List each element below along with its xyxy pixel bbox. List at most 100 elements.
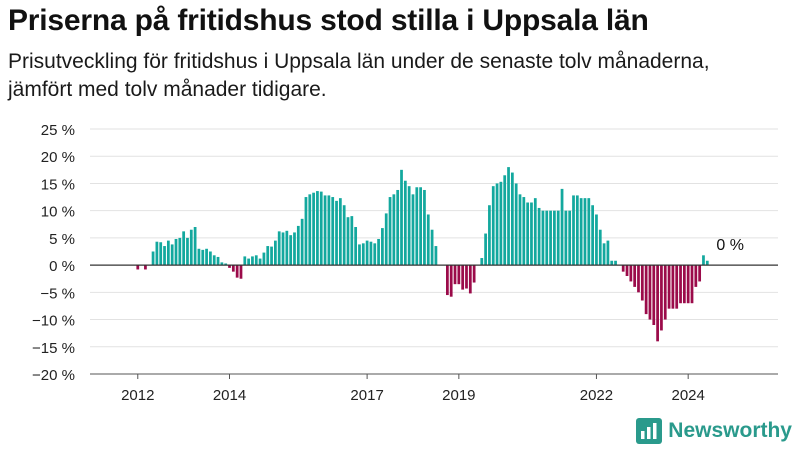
bar	[602, 243, 606, 266]
bar	[392, 194, 396, 266]
bar	[338, 198, 342, 266]
bar	[488, 205, 491, 266]
bar	[495, 183, 499, 266]
y-tick-label: 5 %	[49, 231, 75, 248]
bar	[480, 258, 484, 266]
bar	[484, 233, 487, 266]
bar	[189, 229, 193, 266]
y-axis: −20 % −15 % −10 % −5 % 0 % 5 % 10 % 15 % 20 % 25 …	[32, 122, 75, 384]
bar	[296, 225, 300, 266]
bar	[430, 229, 434, 266]
bar	[197, 248, 201, 266]
bar	[587, 198, 591, 266]
bar	[556, 210, 560, 266]
bar	[358, 244, 361, 266]
brand-name: Newsworthy	[668, 419, 792, 442]
bar	[369, 241, 373, 266]
x-tick-label: 2022	[580, 387, 613, 404]
bar	[667, 265, 671, 309]
bar	[400, 169, 403, 266]
bar	[411, 194, 415, 266]
bar	[457, 265, 461, 285]
x-axis: 2012 2014 2017 2019 2022 2024	[90, 373, 778, 404]
bar	[686, 265, 690, 304]
bar	[499, 181, 503, 266]
bar	[277, 231, 281, 266]
bar	[381, 228, 384, 266]
bar	[522, 197, 526, 266]
bar	[274, 240, 277, 266]
bar	[572, 195, 575, 266]
y-tick-label: 20 %	[41, 149, 75, 166]
bar	[243, 256, 247, 266]
chart-subtitle: Prisutveckling för fritidshus i Uppsala …	[8, 50, 710, 101]
x-tick-label: 2017	[350, 387, 383, 404]
bar	[182, 231, 186, 266]
bar	[388, 197, 392, 266]
bar	[300, 218, 304, 266]
bar	[461, 265, 465, 290]
bar	[675, 265, 679, 309]
bar	[144, 265, 147, 270]
bar	[228, 265, 231, 268]
bar	[518, 194, 522, 266]
bars	[136, 167, 709, 342]
bar	[212, 255, 216, 266]
bar	[606, 240, 610, 266]
bar	[526, 202, 530, 266]
bar	[247, 258, 250, 266]
bar	[610, 260, 614, 266]
bar	[595, 214, 598, 266]
bar	[549, 210, 552, 266]
bar	[598, 229, 602, 266]
bar	[553, 210, 556, 266]
bar	[216, 256, 220, 266]
bar	[361, 243, 365, 266]
bar	[637, 265, 640, 293]
bar	[426, 214, 430, 266]
bar	[507, 167, 510, 266]
bar	[663, 265, 667, 320]
bar	[304, 197, 308, 266]
bar	[690, 265, 694, 304]
bar	[205, 248, 208, 266]
bar	[682, 265, 686, 304]
bar	[644, 265, 648, 315]
bar	[308, 194, 312, 266]
bar	[312, 192, 315, 266]
bar	[220, 262, 224, 266]
bar	[564, 210, 568, 266]
gridlines	[90, 128, 778, 375]
bar	[407, 186, 411, 266]
bar	[656, 265, 659, 342]
bar	[545, 210, 549, 266]
bar	[251, 256, 254, 266]
y-tick-label: −10 %	[32, 313, 75, 330]
bar	[136, 265, 140, 270]
bar	[365, 240, 369, 266]
bar	[514, 183, 518, 266]
bar	[293, 232, 296, 266]
bar	[633, 265, 637, 287]
bar	[660, 265, 663, 331]
bar	[652, 265, 656, 325]
bar	[541, 210, 545, 266]
y-tick-label: 25 %	[41, 122, 75, 139]
bar	[258, 258, 262, 266]
bar	[465, 265, 468, 289]
bar	[568, 210, 572, 266]
bar	[423, 189, 426, 266]
bar	[468, 265, 472, 294]
bar	[510, 172, 514, 266]
x-tick-label: 2014	[213, 387, 246, 404]
last-value-label: 0 %	[716, 237, 744, 254]
y-tick-label: 10 %	[41, 204, 75, 221]
bar	[151, 251, 155, 266]
bar	[591, 205, 594, 266]
bar	[472, 265, 476, 283]
bar	[335, 200, 338, 266]
x-tick-label: 2019	[442, 387, 475, 404]
bar	[201, 249, 205, 266]
bar	[614, 260, 617, 266]
